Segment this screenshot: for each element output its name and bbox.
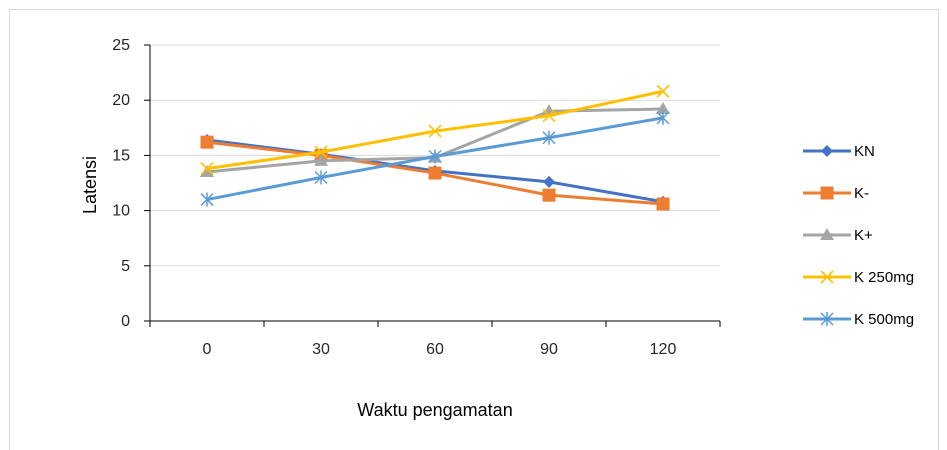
diamond-marker — [543, 175, 555, 188]
series-lines — [200, 84, 670, 211]
triangle-marker — [656, 102, 670, 115]
series-k-250mg — [200, 84, 670, 176]
data-point — [542, 188, 556, 202]
square-marker — [656, 197, 670, 211]
data-point — [314, 153, 328, 166]
x-tick-label: 120 — [650, 341, 677, 358]
legend-marker — [820, 228, 834, 240]
y-tick-label: 10 — [112, 203, 130, 220]
data-point — [428, 149, 442, 164]
data-point — [200, 162, 214, 176]
triangle-marker — [820, 228, 834, 240]
legend-label: KN — [854, 143, 875, 160]
x-tick-label: 30 — [312, 341, 330, 358]
data-point — [200, 164, 214, 177]
y-tick-label: 5 — [121, 258, 130, 275]
legend-marker — [821, 145, 833, 157]
y-tick-label: 25 — [112, 37, 130, 54]
y-tick-label: 15 — [112, 147, 130, 164]
data-point — [656, 110, 670, 125]
axes: 0 5 10 15 20 25 0 30 60 90 120 — [112, 37, 721, 358]
legend-label: K- — [854, 185, 869, 202]
legend-item: KN — [803, 143, 875, 160]
square-marker — [820, 186, 834, 200]
data-point — [543, 175, 555, 188]
x-axis-title: Waktu pengamatan — [357, 400, 512, 420]
x-tick-label: 60 — [426, 341, 444, 358]
x-marker-stroke — [428, 124, 442, 138]
x-marker-stroke — [542, 109, 556, 123]
x-marker-stroke — [314, 145, 328, 159]
x-marker-stroke — [200, 162, 214, 176]
legend-label: K 250mg — [854, 269, 914, 286]
legend-item: K+ — [803, 227, 873, 244]
y-tick-label: 20 — [112, 92, 130, 109]
data-point — [656, 197, 670, 211]
data-point — [542, 130, 556, 145]
diamond-marker — [821, 145, 833, 157]
data-point — [656, 102, 670, 115]
data-point — [428, 124, 442, 138]
data-point — [542, 109, 556, 123]
legend-marker — [820, 312, 834, 326]
y-tick-label: 0 — [121, 313, 130, 330]
legend: KN K- K+ K 250mg K 500mg — [803, 143, 914, 328]
legend-item: K 500mg — [803, 311, 914, 328]
data-point — [314, 170, 328, 185]
x-marker-stroke — [820, 270, 834, 284]
x-tick-label: 90 — [540, 341, 558, 358]
square-marker — [542, 188, 556, 202]
data-point — [428, 166, 442, 180]
x-tick-label: 0 — [203, 341, 212, 358]
square-marker — [200, 135, 214, 149]
legend-item: K- — [803, 185, 869, 202]
legend-marker — [820, 186, 834, 200]
data-point — [314, 145, 328, 159]
chart-border — [9, 9, 939, 450]
square-marker — [428, 166, 442, 180]
legend-label: K+ — [854, 227, 873, 244]
triangle-marker — [200, 164, 214, 177]
series-k-500mg — [200, 110, 670, 207]
y-axis-title: Latensi — [80, 156, 100, 214]
legend-item: K 250mg — [803, 269, 914, 286]
data-point — [200, 135, 214, 149]
data-point — [656, 84, 670, 98]
legend-label: K 500mg — [854, 311, 914, 328]
x-marker-stroke — [656, 84, 670, 98]
legend-marker — [820, 270, 834, 284]
data-point — [200, 192, 214, 207]
triangle-marker — [314, 153, 328, 166]
